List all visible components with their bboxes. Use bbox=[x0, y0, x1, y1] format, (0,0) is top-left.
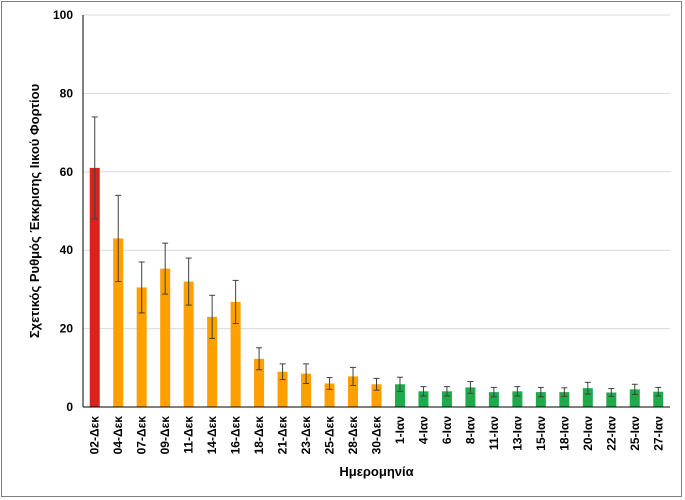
x-tick-label: 22-Ιαν bbox=[604, 416, 618, 451]
y-tick-label: 40 bbox=[60, 243, 74, 257]
x-tick-label: 8-Ιαν bbox=[463, 416, 477, 444]
error-bar bbox=[608, 388, 615, 397]
bars bbox=[89, 167, 664, 407]
error-bar bbox=[279, 363, 286, 381]
error-bar bbox=[115, 194, 122, 283]
x-tick-label: 14-Δεκ bbox=[205, 416, 219, 455]
error-bar bbox=[350, 366, 357, 386]
x-tick-label: 6-Ιαν bbox=[440, 416, 454, 444]
bar bbox=[465, 387, 476, 407]
x-tick-label: 04-Δεκ bbox=[111, 416, 125, 455]
error-bar bbox=[209, 294, 216, 339]
error-bar bbox=[326, 377, 333, 390]
error-bar bbox=[232, 279, 239, 325]
x-tick-label: 30-Δεκ bbox=[370, 416, 384, 455]
bar bbox=[559, 392, 570, 407]
error-bar bbox=[138, 261, 145, 314]
bar bbox=[394, 384, 405, 407]
error-bar bbox=[490, 386, 497, 398]
bar bbox=[301, 373, 312, 407]
error-bar bbox=[303, 363, 310, 384]
bar bbox=[207, 316, 218, 407]
x-axis-title: Ημερομηνία bbox=[339, 464, 413, 479]
x-tick-label: 16-Δεκ bbox=[229, 416, 243, 455]
x-tick-label: 07-Δεκ bbox=[135, 416, 149, 455]
bar bbox=[230, 301, 241, 407]
y-tick-label: 0 bbox=[66, 400, 73, 414]
y-tick-label: 20 bbox=[60, 322, 74, 336]
x-tick-label: 23-Δεκ bbox=[299, 416, 313, 455]
x-tick-label: 18-Δεκ bbox=[252, 416, 266, 455]
bar bbox=[582, 388, 593, 407]
bar bbox=[277, 371, 288, 407]
x-tick-label: 11-Δεκ bbox=[182, 416, 196, 454]
y-tick-label: 80 bbox=[60, 86, 74, 100]
bar bbox=[418, 391, 429, 407]
x-tick-label: 15-Ιαν bbox=[534, 416, 548, 451]
error-bar bbox=[256, 347, 263, 371]
x-tick-label: 02-Δεκ bbox=[88, 416, 102, 455]
error-bars bbox=[91, 116, 662, 398]
axes bbox=[82, 15, 670, 408]
x-tick-label: 25-Ιαν bbox=[628, 416, 642, 451]
gridlines bbox=[83, 14, 670, 330]
x-tick-label: 21-Δεκ bbox=[276, 416, 290, 455]
y-axis-title: Σχετικός Ρυθμός Έκκρισης Ιικού Φορτίου bbox=[27, 83, 42, 338]
bar bbox=[183, 281, 194, 407]
error-bar bbox=[537, 386, 544, 398]
error-bar bbox=[162, 242, 169, 295]
y-tick-label: 100 bbox=[53, 8, 73, 22]
error-bar bbox=[655, 386, 662, 397]
bar bbox=[488, 392, 499, 407]
error-bar bbox=[631, 383, 638, 395]
error-bar bbox=[561, 387, 568, 397]
x-tick-label: 09-Δεκ bbox=[158, 416, 172, 455]
x-tick-labels: 02-Δεκ 04-Δεκ 07-Δεκ 09-Δεκ 11-Δεκ 14-Δεκ 16-Δ… bbox=[88, 416, 666, 455]
x-tick-label: 28-Δεκ bbox=[346, 416, 360, 455]
x-tick-label: 4-Ιαν bbox=[416, 416, 430, 444]
y-tick-label: 60 bbox=[60, 165, 74, 179]
x-tick-label: 20-Ιαν bbox=[581, 416, 595, 451]
bar bbox=[136, 287, 147, 407]
x-tick-label: 27-Ιαν bbox=[651, 416, 665, 451]
error-bar bbox=[467, 381, 474, 394]
bar bbox=[535, 392, 546, 407]
bar bbox=[113, 238, 124, 407]
bar bbox=[254, 358, 265, 407]
error-bar bbox=[420, 386, 427, 397]
error-bar bbox=[514, 386, 521, 397]
bar bbox=[441, 391, 452, 407]
x-tick-label: 1-Ιαν bbox=[393, 416, 407, 444]
error-bar bbox=[396, 376, 403, 392]
y-tick-labels: 0 20 40 60 80 100 bbox=[53, 8, 73, 414]
bar bbox=[512, 391, 523, 407]
error-bar bbox=[91, 116, 98, 220]
bar bbox=[89, 167, 100, 407]
x-tick-label: 13-Ιαν bbox=[510, 416, 524, 451]
bar bbox=[606, 392, 617, 407]
x-tick-label: 11-Ιαν bbox=[487, 416, 501, 450]
bar bbox=[629, 389, 640, 407]
x-tick-label: 18-Ιαν bbox=[557, 416, 571, 451]
bar bbox=[160, 268, 171, 407]
bar bbox=[324, 383, 335, 407]
bar bbox=[348, 376, 359, 407]
error-bar bbox=[373, 377, 380, 391]
error-bar bbox=[185, 257, 192, 306]
x-tick-label: 25-Δεκ bbox=[323, 416, 337, 455]
bar bbox=[653, 391, 664, 407]
error-bar bbox=[584, 381, 591, 395]
bar bbox=[371, 384, 382, 407]
error-bar bbox=[443, 386, 450, 397]
